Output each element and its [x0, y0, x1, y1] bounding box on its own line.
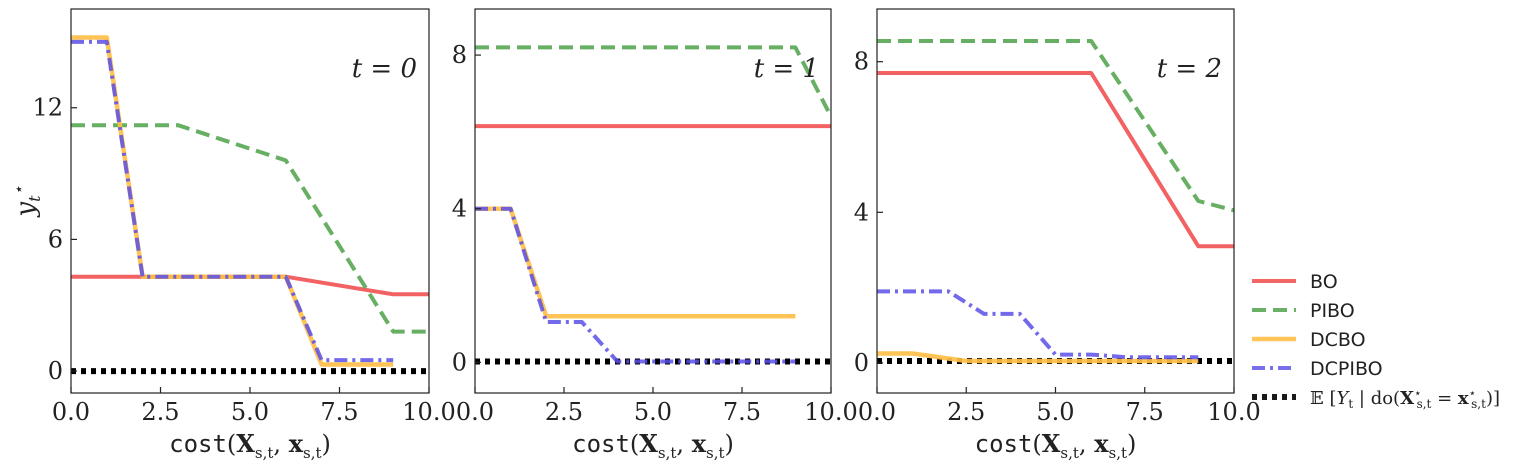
- y-tick-label: 0: [452, 348, 467, 376]
- x-tick-label: 0.0: [456, 398, 494, 426]
- series-line-dcpibo: [475, 206, 796, 364]
- x-tick-label: 5.0: [634, 398, 672, 426]
- panel-2: 0.0 2.5 5.0 7.5 10.0 0 4 8 t = 2 cost(Xs,t, xs,t): [854, 8, 1261, 462]
- series-line-bo: [877, 71, 1234, 249]
- x-axis-label: cost(Xs,t, xs,t): [975, 429, 1137, 462]
- x-tick-label: 0.0: [858, 398, 896, 426]
- y-tick-label: 0: [48, 357, 63, 385]
- x-axis-label: cost(Xs,t, xs,t): [169, 429, 331, 462]
- legend-label: DCPIBO: [1310, 358, 1383, 380]
- series-group: [877, 39, 1234, 364]
- legend-label: BO: [1310, 271, 1338, 293]
- legend-label: PIBO: [1310, 300, 1355, 322]
- x-tick-label: 2.5: [141, 398, 179, 426]
- series-line-dcpibo: [71, 39, 394, 363]
- x-tick-label: 7.5: [1126, 398, 1164, 426]
- y-tick-label: 6: [48, 225, 63, 253]
- x-tick-label: 2.5: [947, 398, 985, 426]
- x-tick-label: 7.5: [723, 398, 761, 426]
- y-tick-label: 0: [854, 349, 869, 377]
- series-group: [71, 35, 429, 375]
- y-tick-label: 4: [854, 198, 869, 226]
- legend-label: 𝔼 [Yt | do(X⋆ s,t = x⋆ s,t)]: [1310, 386, 1500, 411]
- panel-title: t = 1: [754, 54, 819, 84]
- x-tick-label: 10.0: [402, 398, 455, 426]
- x-tick-label: 10.0: [804, 398, 857, 426]
- y-tick-label: 12: [32, 94, 63, 122]
- series-line-bo: [71, 274, 429, 297]
- series-line-dcbo: [877, 351, 1199, 364]
- panel-title: t = 2: [1157, 54, 1222, 84]
- x-tick-label: 10.0: [1207, 398, 1260, 426]
- series-line-dcpibo: [877, 289, 1199, 360]
- series-line-pibo: [71, 123, 429, 334]
- series-line-pibo: [475, 45, 831, 118]
- series-line-dcbo: [475, 206, 796, 319]
- panel-1: 0.0 2.5 5.0 7.5 10.0 0 4 8 t = 1 cost(Xs,t, xs,t): [452, 8, 858, 462]
- panel-0: 0.0 2.5 5.0 7.5 10.0 0 6 12 t = 0 cost(Xs,t, xs,t…: [9, 8, 456, 462]
- x-tick-label: 2.5: [545, 398, 583, 426]
- x-tick-label: 5.0: [231, 398, 269, 426]
- x-tick-label: 7.5: [320, 398, 358, 426]
- legend-label: DCBO: [1310, 329, 1366, 351]
- y-tick-label: 8: [452, 41, 467, 69]
- legend: BO PIBO DCBO DCPIBO 𝔼 [Yt | do(X⋆ s,t = x⋆ s,t…: [1252, 271, 1500, 411]
- x-tick-label: 5.0: [1036, 398, 1074, 426]
- x-axis-label: cost(Xs,t, xs,t): [572, 429, 734, 462]
- y-axis-label: yt⋆: [9, 185, 44, 217]
- panel-title: t = 0: [352, 54, 417, 84]
- series-line-dcbo: [71, 35, 394, 367]
- y-tick-label: 4: [452, 195, 467, 223]
- series-line-pibo: [877, 39, 1234, 213]
- y-tick-label: 8: [854, 48, 869, 76]
- x-tick-label: 0.0: [52, 398, 90, 426]
- panels: 0.0 2.5 5.0 7.5 10.0 0 6 12 t = 0 cost(Xs,t, xs,t…: [9, 8, 1261, 462]
- series-group: [475, 45, 831, 365]
